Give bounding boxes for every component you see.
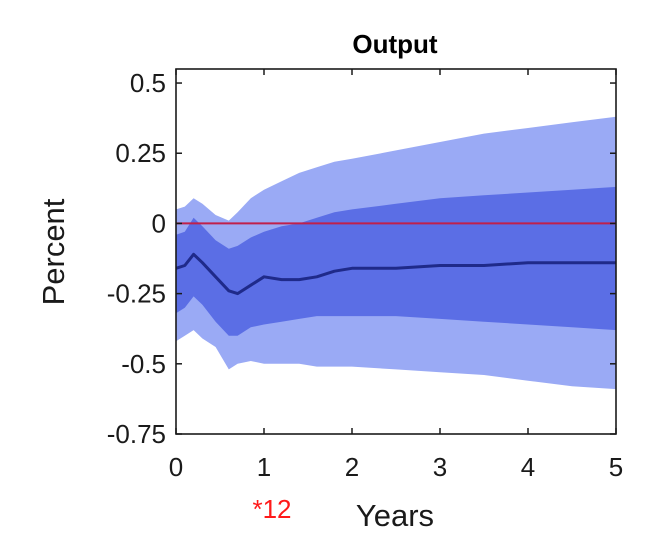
x-tick-label: 3 [433, 452, 447, 482]
y-tick-label: 0 [152, 208, 166, 238]
y-tick-label: 0.5 [130, 68, 166, 98]
y-tick-label: -0.25 [107, 279, 166, 309]
axes-box [175, 68, 617, 435]
y-axis-ticks: 0.5 0.25 0 -0.25 -0.5 -0.75 [107, 68, 616, 449]
x-tick-label: 5 [609, 452, 623, 482]
y-tick-label: -0.5 [121, 349, 166, 379]
y-axis-label: Percent [36, 198, 71, 305]
y-tick-label: -0.75 [107, 419, 166, 449]
x-tick-label: 2 [345, 452, 359, 482]
annotation-label: *12 [252, 494, 291, 524]
x-tick-label: 4 [521, 452, 535, 482]
x-tick-label: 0 [169, 452, 183, 482]
axes [175, 68, 617, 435]
plot-area [175, 116, 616, 390]
y-tick-label: 0.25 [115, 138, 166, 168]
chart-title: Output [352, 29, 438, 59]
x-axis-label: Years [356, 498, 434, 533]
x-axis-ticks: 0 1 2 3 4 5 [169, 69, 623, 482]
x-tick-label: 1 [257, 452, 271, 482]
median-line [175, 252, 616, 296]
